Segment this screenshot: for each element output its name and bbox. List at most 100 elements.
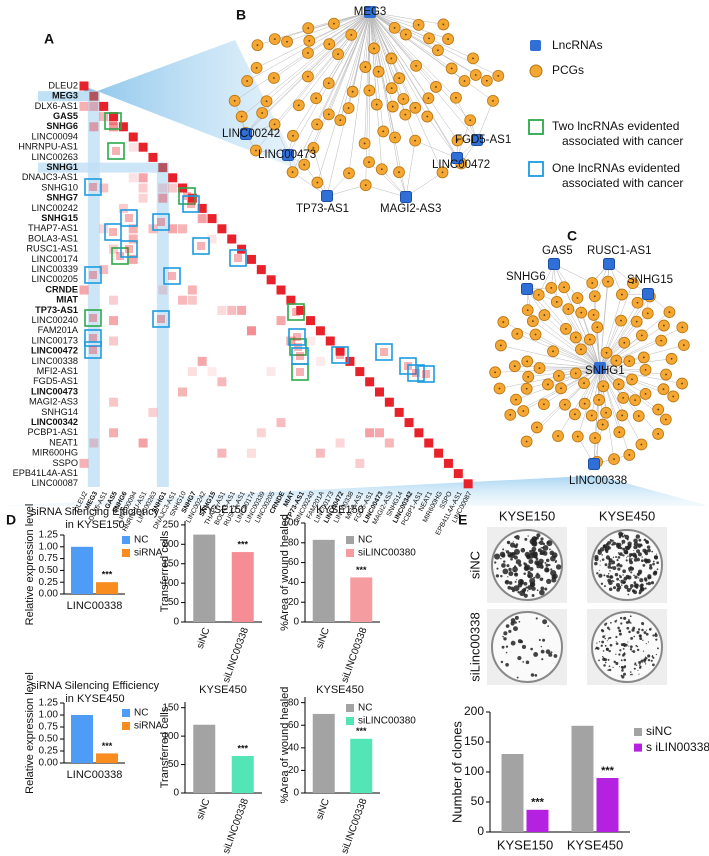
heat-cell	[414, 428, 424, 438]
edge	[273, 11, 371, 79]
colony	[607, 565, 611, 569]
highlight-box	[229, 249, 247, 267]
colony	[635, 664, 638, 666]
highlight-box	[152, 310, 170, 328]
pcg-dot	[635, 320, 638, 323]
bar	[193, 534, 216, 622]
pcg-dot	[426, 115, 429, 118]
colony	[541, 546, 544, 549]
highlight-box	[84, 178, 102, 196]
colony	[500, 660, 504, 664]
colony	[607, 669, 610, 671]
colony	[633, 541, 639, 547]
pcg-dot	[394, 136, 396, 139]
colony	[555, 564, 562, 570]
heat-cell	[394, 407, 404, 417]
colony	[615, 641, 617, 643]
heat-cell	[109, 336, 119, 346]
colony	[633, 574, 635, 577]
highlight-box	[163, 267, 181, 285]
edge	[369, 11, 428, 117]
heat-cell	[207, 367, 217, 377]
heat-cell	[256, 265, 266, 275]
lncrna-node	[521, 283, 533, 295]
colony	[505, 624, 510, 628]
edge	[369, 11, 379, 72]
row-label: SNHG10	[41, 182, 78, 192]
heat-cell	[294, 343, 302, 351]
pcg-dot	[628, 360, 631, 363]
y-tick-label: 0.50	[39, 734, 59, 745]
heat-cell	[404, 418, 414, 428]
pcg-dot	[644, 369, 647, 371]
pcg-dot	[316, 123, 318, 126]
colony	[527, 572, 534, 579]
pcg-dot	[637, 415, 640, 417]
pcg-dot	[646, 312, 649, 315]
y-tick-label: 20	[288, 765, 300, 776]
colony	[644, 663, 647, 665]
colony	[495, 574, 500, 578]
pcg-dot	[543, 314, 546, 316]
legend-swatch	[528, 119, 544, 135]
pcg-dot	[265, 100, 268, 103]
edge	[274, 11, 371, 40]
colony	[531, 586, 536, 591]
heat-cell	[246, 448, 256, 458]
colony	[635, 546, 638, 549]
significance: ***	[531, 797, 545, 809]
pcg-dot	[593, 295, 596, 298]
colony	[630, 555, 632, 557]
heat-cell	[168, 272, 176, 280]
colony	[502, 568, 509, 575]
pcg-dot	[525, 440, 528, 443]
pcg-dot	[414, 139, 417, 142]
edge	[574, 367, 601, 415]
highlight-box	[104, 223, 122, 241]
colony	[530, 647, 533, 651]
pcg-dot	[623, 341, 626, 344]
colony	[603, 585, 606, 588]
significance: ***	[102, 570, 113, 580]
pcg-dot	[602, 385, 605, 388]
colony	[613, 586, 617, 590]
heat-cell	[99, 101, 109, 111]
colony	[636, 572, 640, 576]
row-label: LINC00263	[32, 152, 78, 162]
pcg-dot	[622, 397, 625, 399]
heat-cell	[79, 101, 89, 111]
pcg-dot	[592, 314, 595, 316]
legend-swatch	[346, 717, 354, 725]
pcg-dot	[621, 414, 624, 417]
heat-cell	[128, 142, 138, 152]
pcg-dot	[415, 64, 417, 67]
colony	[630, 622, 632, 624]
colony	[637, 569, 643, 574]
edge	[552, 351, 601, 369]
pcg-dot	[526, 360, 529, 363]
colony	[629, 557, 631, 560]
y-tick-label: 50	[168, 597, 180, 608]
colony	[525, 586, 528, 589]
row-label: CRNDE	[45, 284, 78, 294]
colony	[506, 540, 511, 545]
heat-cell	[306, 336, 316, 346]
column-title: KYSE150	[499, 508, 555, 523]
chart-title: KYSE450	[199, 684, 247, 696]
chart-title: in KYSE450	[65, 693, 124, 705]
colony	[535, 573, 541, 579]
significance: ***	[237, 743, 248, 753]
y-axis-label: Transferred cells	[159, 706, 171, 788]
edge	[405, 172, 443, 198]
y-axis-label: %Area of wound healed	[279, 687, 291, 804]
y-tick-label: 0.25	[39, 746, 59, 757]
y-tick-label: 40	[288, 742, 300, 753]
colony	[535, 617, 538, 620]
edge	[369, 11, 392, 59]
pcg-dot	[273, 38, 276, 40]
heat-cell	[256, 428, 266, 438]
bar	[312, 539, 335, 622]
heat-cell	[434, 448, 444, 458]
pcg-dot	[555, 301, 558, 303]
heat-cell	[89, 271, 97, 279]
